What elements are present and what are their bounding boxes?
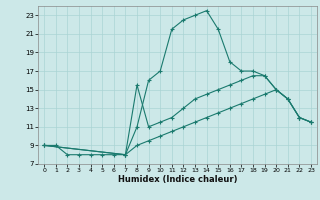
X-axis label: Humidex (Indice chaleur): Humidex (Indice chaleur)	[118, 175, 237, 184]
